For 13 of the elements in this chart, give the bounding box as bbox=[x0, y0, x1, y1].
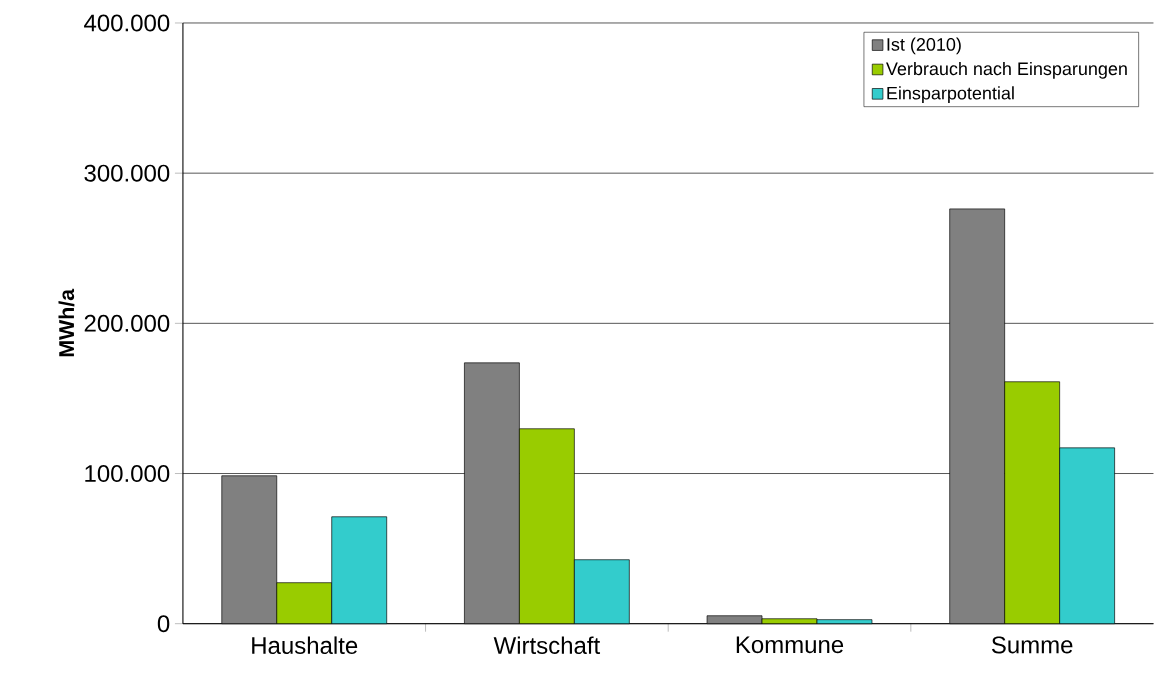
legend-label: Ist (2010) bbox=[887, 37, 961, 55]
x-tick-label: Haushalte bbox=[252, 636, 358, 655]
x-tick-label: Summe bbox=[991, 636, 1073, 654]
y-tick-label: 300.000 bbox=[84, 164, 170, 182]
y-tick-label: 0 bbox=[157, 615, 170, 633]
y-tick-label: 100.000 bbox=[85, 465, 170, 483]
y-tick-label: 400.000 bbox=[84, 14, 170, 32]
x-tick-label: Wirtschaft bbox=[493, 636, 601, 655]
legend-label: Einsparpotential bbox=[887, 86, 1014, 104]
y-tick-label: 200.000 bbox=[84, 314, 170, 332]
legend-label: Verbrauch nach Einsparungen bbox=[886, 62, 1127, 79]
x-tick-label: Kommune bbox=[736, 636, 844, 654]
y-axis-title: MWh/a bbox=[58, 289, 75, 357]
